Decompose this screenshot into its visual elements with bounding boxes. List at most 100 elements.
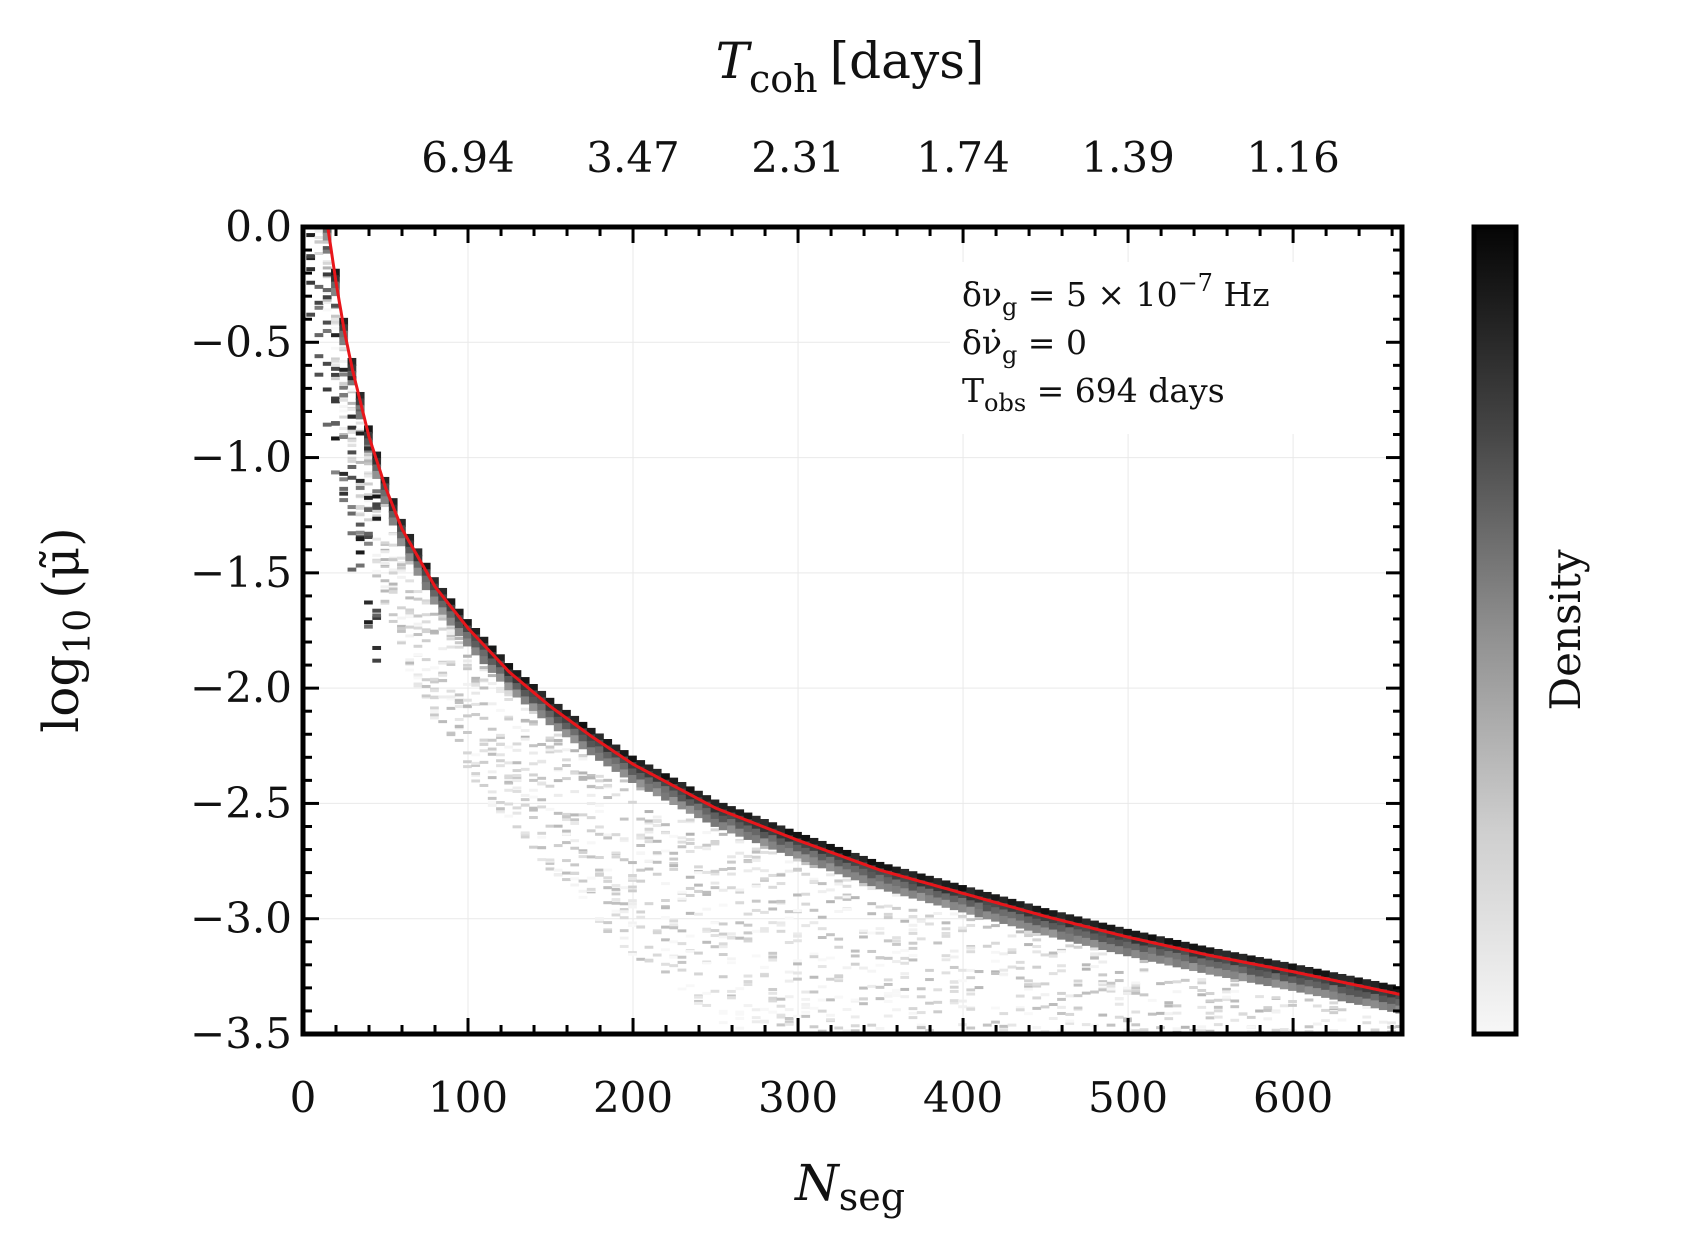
density-cell: [421, 695, 431, 699]
density-cell: [916, 987, 926, 991]
density-cell: [463, 751, 472, 755]
density-cell: [619, 910, 629, 914]
density-cell: [900, 875, 910, 884]
density-cell: [628, 877, 637, 881]
density-cell: [1329, 985, 1339, 994]
density-cell: [834, 882, 844, 886]
density-cell: [1106, 931, 1116, 940]
density-cell: [315, 171, 324, 179]
density-cell: [1189, 956, 1198, 965]
density-cell: [966, 950, 976, 954]
density-cell: [1337, 1018, 1347, 1022]
density-cell: [372, 516, 382, 521]
density-cell: [578, 855, 588, 859]
density-cell: [339, 498, 349, 503]
density-cell: [504, 774, 514, 778]
density-cell: [1304, 986, 1314, 995]
density-cell: [463, 682, 472, 686]
density-cell: [388, 582, 398, 586]
density-cell: [949, 889, 959, 898]
density-cell: [1304, 998, 1314, 1002]
density-cell: [661, 792, 670, 801]
density-cell: [1172, 990, 1182, 994]
density-cell: [1362, 992, 1372, 1001]
density-cell: [661, 823, 670, 827]
density-cell: [1156, 949, 1165, 958]
density-cell: [1164, 938, 1174, 947]
density-cell: [966, 906, 976, 915]
density-cell: [1106, 1023, 1116, 1027]
density-cell: [1246, 974, 1256, 983]
density-cell: [949, 902, 959, 911]
density-cell: [380, 496, 390, 505]
density-cell: [595, 825, 604, 829]
density-cell: [661, 938, 670, 942]
density-cell: [1065, 927, 1075, 936]
density-cell: [1090, 954, 1099, 958]
density-cell: [479, 666, 489, 670]
density-cell: [487, 747, 497, 751]
density-cell: [463, 638, 472, 647]
density-cell: [834, 866, 844, 875]
x-tick-label: 500: [1088, 1073, 1168, 1122]
density-cell: [784, 841, 794, 850]
density-cell: [314, 251, 324, 255]
density-cell: [355, 429, 365, 433]
density-cell: [1329, 1028, 1339, 1032]
density-cell: [504, 802, 514, 806]
density-cell: [388, 585, 398, 589]
density-cell: [520, 677, 530, 686]
density-cell: [644, 958, 654, 962]
density-cell: [809, 857, 819, 866]
density-cell: [1279, 974, 1289, 983]
density-cell: [512, 748, 522, 752]
density-cell: [735, 851, 745, 855]
density-cell: [595, 752, 604, 761]
density-cell: [718, 809, 728, 818]
density-cell: [553, 733, 563, 737]
density-cell: [603, 928, 613, 932]
density-cell: [628, 899, 637, 903]
density-cell: [702, 847, 712, 851]
density-cell: [1164, 1001, 1174, 1005]
density-cell: [520, 729, 530, 733]
density-cell: [397, 629, 406, 633]
density-cell: [578, 757, 588, 761]
density-cell: [364, 471, 373, 475]
density-cell: [364, 541, 373, 546]
density-cell: [669, 926, 679, 930]
density-cell: [925, 895, 934, 904]
colorbar: [1471, 224, 1519, 1037]
density-cell: [421, 639, 431, 643]
density-cell: [743, 974, 753, 978]
density-cell: [355, 530, 365, 535]
density-cell: [710, 840, 720, 844]
density-cell: [438, 671, 448, 675]
density-cell: [867, 984, 877, 988]
density-cell: [323, 213, 332, 221]
density-cell: [958, 968, 967, 972]
density-cell: [1106, 924, 1116, 933]
density-cell: [1321, 1019, 1330, 1023]
density-cell: [562, 818, 571, 822]
density-cell: [735, 901, 745, 905]
density-cell: [1296, 978, 1306, 987]
density-cell: [570, 871, 580, 875]
density-cell: [718, 888, 728, 892]
density-cell: [586, 785, 596, 789]
density-cell: [570, 771, 580, 775]
density-cell: [1337, 1008, 1347, 1012]
density-cell: [545, 748, 555, 752]
density-cell: [859, 875, 868, 884]
density-cell: [793, 838, 802, 847]
density-cell: [1131, 937, 1141, 946]
density-cell: [553, 811, 563, 815]
density-cell: [1321, 983, 1330, 992]
density-cell: [421, 613, 431, 617]
density-cell: [1288, 976, 1297, 985]
density-cell: [619, 779, 629, 783]
density-cell: [966, 968, 976, 972]
density-cell: [727, 957, 736, 961]
density-cell: [347, 450, 357, 455]
density-cell: [685, 838, 695, 842]
